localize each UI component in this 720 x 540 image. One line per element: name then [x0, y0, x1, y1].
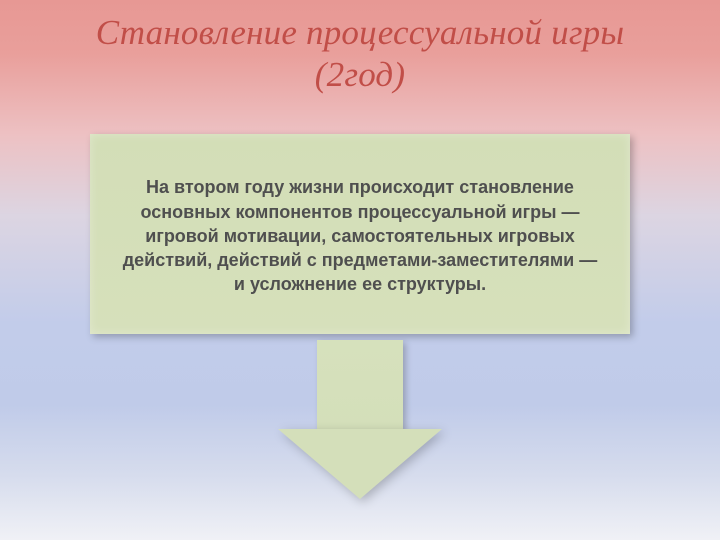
slide-title: Становление процессуальной игры (2год): [48, 12, 672, 96]
callout-arrow-head: [278, 429, 442, 499]
callout-text: На втором году жизни происходит становле…: [118, 175, 602, 296]
down-arrow-callout: На втором году жизни происходит становле…: [90, 134, 630, 334]
callout-body: На втором году жизни происходит становле…: [90, 134, 630, 334]
callout-arrow-stem: [317, 340, 403, 430]
slide-title-container: Становление процессуальной игры (2год): [48, 6, 672, 112]
